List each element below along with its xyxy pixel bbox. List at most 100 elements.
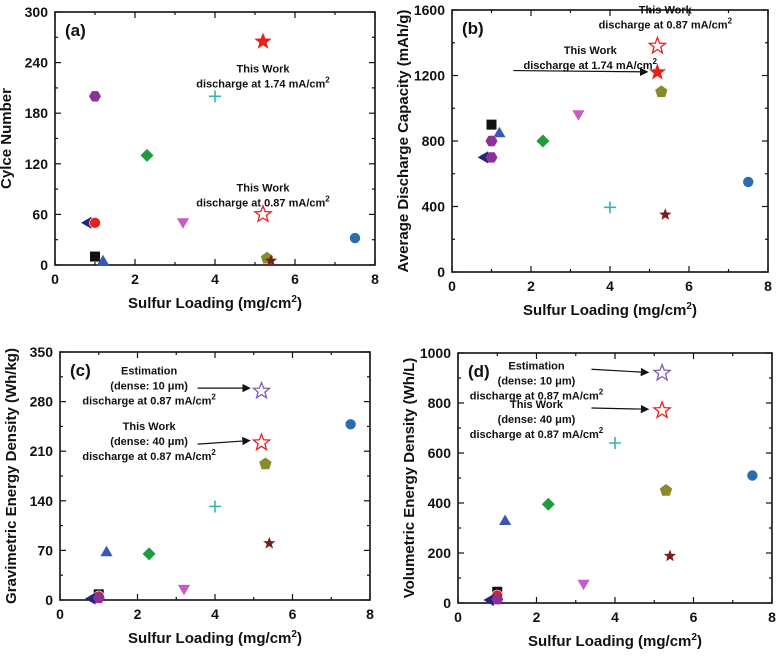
annotation-arrow: [513, 67, 649, 77]
annotation-line: This Work: [639, 4, 693, 16]
x-tick-label: 0: [454, 609, 462, 625]
y-tick-label: 1200: [414, 68, 445, 84]
data-point-d-10: [746, 469, 759, 482]
y-tick-label: 800: [422, 133, 446, 149]
data-point-a-1: [96, 254, 110, 266]
data-point-d-5: [541, 497, 555, 511]
annotation-line: (dense: 10 μm): [110, 381, 188, 393]
data-point-c-11: [251, 432, 272, 452]
x-axis-title: Sulfur Loading (mg/cm2): [523, 301, 697, 319]
data-point-d-11: [652, 400, 672, 419]
data-point-c-10: [344, 418, 357, 431]
annotation-line: discharge at 1.74 mA/cm2: [524, 57, 658, 72]
x-tick-label: 0: [448, 278, 456, 294]
y-tick-label: 60: [32, 206, 48, 222]
data-point-a-12: [253, 204, 273, 223]
x-tick-label: 2: [134, 606, 142, 622]
y-tick-label: 1600: [414, 2, 445, 18]
annotation-line: Estimation: [121, 366, 178, 378]
data-point-d-8: [659, 484, 673, 496]
y-tick-label: 400: [422, 199, 446, 215]
y-tick-label: 210: [30, 443, 54, 459]
panel-a: 0 2 4 6 8 0 60 120 180 240 300 Sulfur Loading (mg/c…: [0, 4, 379, 312]
panel-label: (d): [468, 362, 490, 381]
y-tick-label: 180: [25, 105, 49, 121]
y-tick-label: 0: [437, 264, 445, 280]
data-point-a-9: [264, 254, 278, 266]
y-axis-title: Average Discharge Capacity (mAh/g): [395, 10, 412, 273]
data-point-a-0: [90, 251, 100, 262]
annotation-line: Estimation: [508, 360, 565, 372]
data-point-d-9: [663, 549, 677, 562]
annotation-line: (dense: 40 μm): [498, 414, 576, 426]
x-tick-label: 8: [371, 271, 379, 287]
y-tick-label: 600: [428, 445, 452, 461]
annotation-line: discharge at 0.87 mA/cm2: [82, 448, 216, 463]
annotation-arrow: [591, 367, 650, 377]
annotation-line: This Work: [237, 64, 291, 76]
data-point-a-3: [89, 217, 101, 229]
x-tick-label: 4: [211, 606, 219, 622]
data-point-b-5: [485, 152, 498, 163]
y-axis-title: Cylce Number: [0, 88, 15, 189]
panel-c: 0 2 4 6 8 0 70 140 210 280 350 Sulfur Loading (mg/c…: [3, 344, 374, 647]
data-point-b-11: [742, 176, 755, 188]
data-point-b-8: [604, 201, 616, 214]
annotation-arrow: [591, 404, 650, 414]
annotation-line: discharge at 0.87 mA/cm2: [599, 16, 733, 31]
plot-frame: [59, 351, 371, 601]
y-tick-label: 0: [443, 595, 451, 611]
y-tick-label: 200: [428, 545, 452, 561]
annotation-line: This Work: [123, 421, 177, 433]
y-tick-label: 240: [25, 55, 49, 71]
x-tick-label: 6: [291, 271, 299, 287]
annotation-line: (dense: 10 μm): [498, 375, 576, 387]
x-tick-label: 2: [533, 609, 541, 625]
y-axis-title: Volumetric Energy Density (Wh/L): [401, 358, 418, 599]
y-tick-label: 120: [25, 156, 49, 172]
data-point-a-5: [140, 148, 154, 162]
y-tick-label: 1000: [420, 345, 451, 361]
annotation-line: This Work: [510, 399, 564, 411]
data-point-b-10: [659, 208, 672, 220]
x-tick-label: 8: [768, 609, 776, 625]
y-tick-label: 400: [428, 495, 452, 511]
panel-label: (a): [65, 21, 86, 40]
x-axis-title: Sulfur Loading (mg/cm2): [128, 629, 302, 647]
x-tick-label: 0: [51, 271, 59, 287]
annotation-line: discharge at 0.87 mA/cm2: [470, 387, 604, 402]
panel-label: (b): [462, 19, 484, 38]
x-tick-label: 6: [289, 606, 297, 622]
annotation-line: discharge at 0.87 mA/cm2: [82, 393, 216, 408]
y-axis-title: Gravimetric Energy Density (Wh/kg): [3, 348, 20, 604]
x-tick-label: 4: [211, 271, 219, 287]
annotation-line: This Work: [564, 45, 618, 57]
panel-label: (c): [70, 361, 91, 380]
annotation: This Work (dense: 40 μm)discharge at 0.87…: [470, 399, 604, 441]
x-tick-label: 6: [685, 278, 693, 294]
y-tick-label: 140: [30, 493, 54, 509]
y-tick-label: 0: [45, 592, 53, 608]
panel-b: 0 2 4 6 8 0 400 800 1200 1600 Sulfur Loading (mg/c…: [395, 2, 772, 319]
data-point-c-12: [251, 380, 272, 400]
y-tick-label: 300: [25, 4, 49, 20]
data-point-a-10: [349, 232, 361, 244]
x-tick-label: 6: [690, 609, 698, 625]
data-point-a-7: [209, 90, 221, 103]
data-point-b-0: [486, 119, 497, 130]
data-point-c-3: [92, 592, 105, 604]
data-point-b-6: [536, 134, 550, 148]
y-tick-label: 280: [30, 394, 54, 410]
data-point-b-12: [648, 63, 666, 80]
data-point-d-6: [577, 579, 590, 591]
data-point-c-9: [263, 536, 276, 549]
x-tick-label: 0: [56, 606, 64, 622]
annotation-line: (dense: 40 μm): [110, 436, 188, 448]
x-tick-label: 4: [611, 609, 619, 625]
data-point-a-6: [176, 218, 190, 229]
